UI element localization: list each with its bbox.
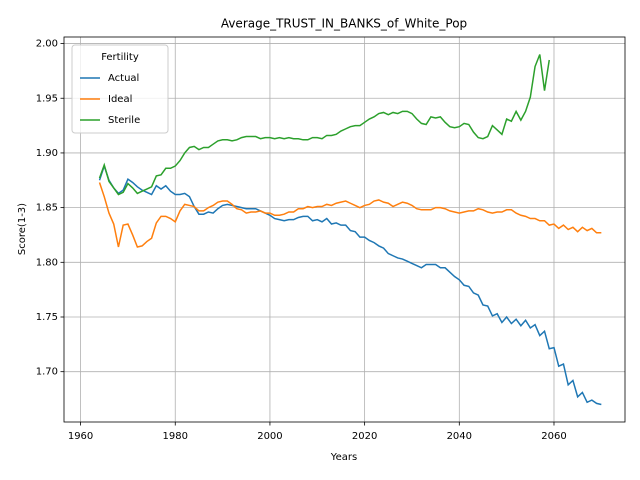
line-series [98, 163, 602, 406]
line-series [98, 54, 550, 196]
x-tick-label: 1960 [68, 431, 93, 442]
x-tick-label: 2040 [447, 431, 472, 442]
chart-title: Average_TRUST_IN_BANKS_of_White_Pop [221, 17, 467, 31]
line-series [98, 182, 602, 248]
x-tick-label: 2000 [257, 431, 282, 442]
plot-frame [63, 36, 626, 423]
legend-label: Ideal [108, 94, 132, 105]
y-tick-label: 1.70 [36, 367, 58, 378]
y-tick-label: 1.90 [36, 148, 58, 159]
legend: Fertility Actual Ideal Sterile [71, 44, 169, 134]
legend-label: Sterile [108, 115, 140, 126]
y-tick-label: 1.85 [36, 203, 58, 214]
legend-box [71, 44, 169, 134]
y-tick-label: 1.75 [36, 312, 58, 323]
y-axis-label: Score(1-3) [17, 203, 28, 255]
x-tick-label: 2020 [352, 431, 377, 442]
x-axis-label: Years [330, 452, 357, 463]
y-tick-label: 1.80 [36, 257, 58, 268]
y-tick-label: 2.00 [36, 39, 58, 50]
legend-title: Fertility [101, 52, 139, 63]
x-tick-label: 2060 [541, 431, 566, 442]
legend-label: Actual [108, 73, 139, 84]
y-tick-label: 1.95 [36, 93, 58, 104]
x-tick-label: 1980 [163, 431, 188, 442]
